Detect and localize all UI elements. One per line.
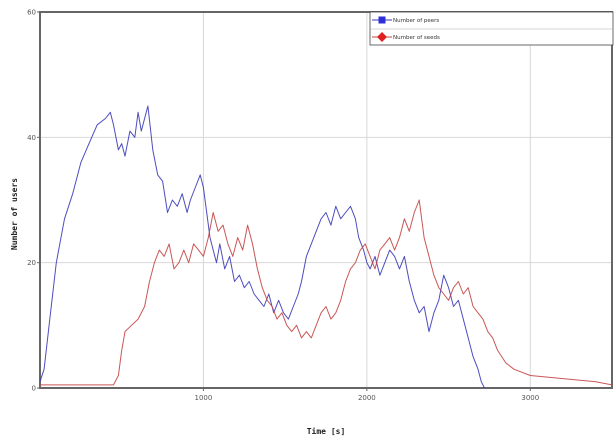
y-axis-label: Number of users: [10, 178, 19, 250]
x-tick-label: 2000: [358, 394, 376, 402]
legend-box: [369, 11, 614, 46]
x-tick-label: 1000: [195, 394, 213, 402]
y-tick-label: 0: [32, 385, 36, 393]
x-axis-label: Time [s]: [307, 426, 346, 436]
legend-seeds-marker: [377, 32, 387, 42]
series-line-seeds: [40, 199, 613, 386]
y-tick-label: 60: [27, 9, 36, 17]
x-tick-label: 3000: [521, 394, 539, 402]
legend: Number of peers Number of seeds: [369, 11, 614, 46]
legend-peers-label: Number of peers: [393, 18, 439, 24]
series-line-peers: [39, 105, 485, 389]
y-tick-label: 40: [27, 134, 36, 142]
y-axis-ticks: 0 20 40 60: [27, 9, 40, 393]
grid-lines: [40, 12, 612, 388]
x-axis-ticks: 1000 2000 3000: [195, 388, 539, 402]
y-tick-label: 20: [27, 259, 36, 267]
series-layer: [39, 105, 613, 389]
legend-peers-marker: [378, 16, 386, 24]
legend-seeds-label: Number of seeds: [393, 35, 440, 41]
plot-frame: [39, 11, 613, 389]
